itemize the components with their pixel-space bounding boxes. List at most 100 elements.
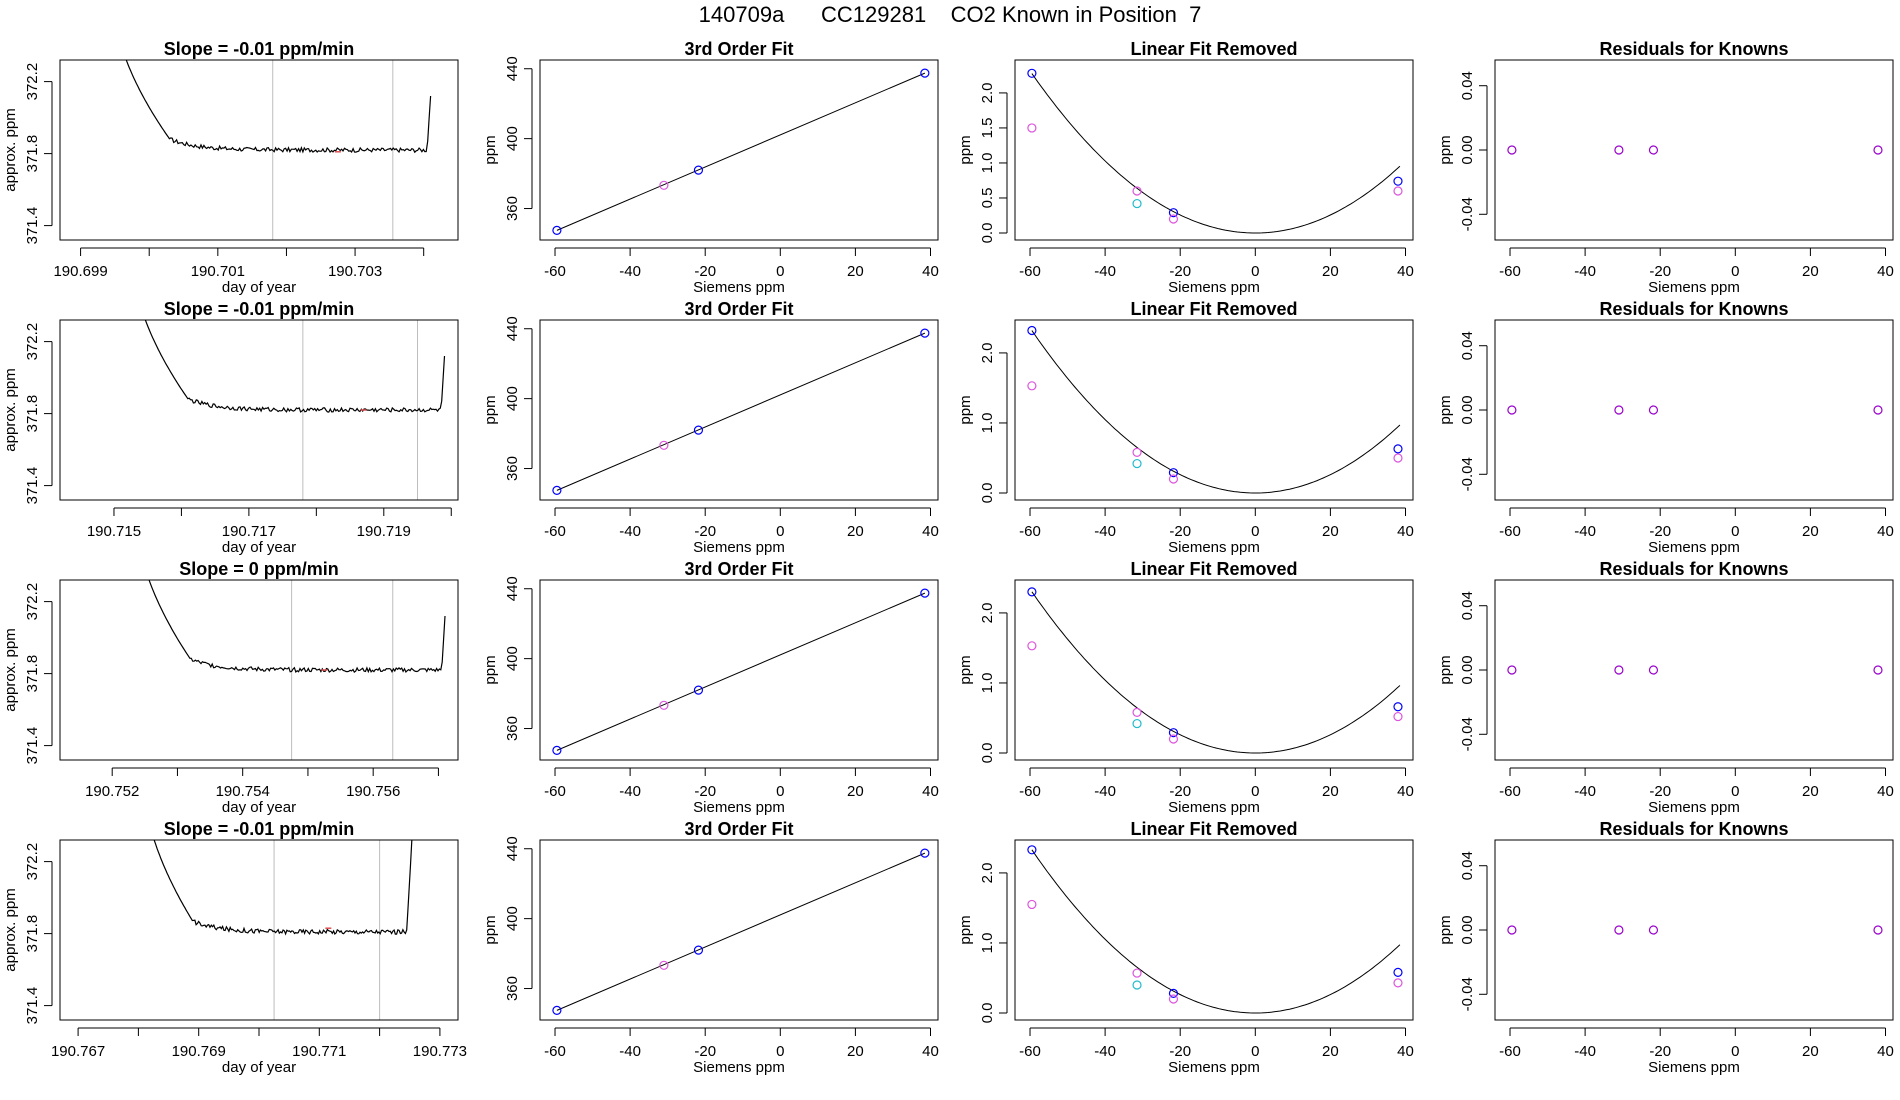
panel-title: Slope = -0.01 ppm/min: [164, 819, 355, 839]
data-point: [1132, 707, 1142, 717]
data-point: [1393, 444, 1403, 454]
x-tick-label: -60: [1019, 523, 1041, 540]
y-tick-label: 360: [504, 976, 521, 1001]
x-tick-label: 40: [1877, 523, 1894, 540]
x-tick-label: 40: [922, 523, 939, 540]
concentration-trace: [153, 840, 413, 936]
plot-area: [125, 60, 432, 240]
x-tick-label: 40: [922, 263, 939, 280]
y-tick-label: 440: [504, 836, 521, 861]
y-tick-label: 371.8: [24, 395, 41, 433]
panel-resid-row0: Residuals for Knowns -60 -40 -20 0 20 40 Siemen…: [1437, 39, 1894, 296]
x-axis-label: Siemens ppm: [693, 1059, 785, 1076]
x-tick-label: 20: [1802, 523, 1819, 540]
y-axis-label: approx. ppm: [2, 628, 19, 711]
panel-title: Slope = 0 ppm/min: [179, 559, 339, 579]
x-tick-label: -20: [694, 263, 716, 280]
data-point: [1027, 845, 1037, 855]
concentration-trace: [144, 320, 446, 413]
y-tick-label: 2.0: [979, 342, 996, 363]
plot-frame: [539, 839, 939, 1021]
x-tick-label: -20: [694, 783, 716, 800]
data-point: [1393, 702, 1403, 712]
x-tick-label: 40: [1397, 783, 1414, 800]
y-tick-label: 0.00: [1459, 135, 1476, 164]
y-tick-label: 0.04: [1459, 591, 1476, 620]
x-tick-label: -60: [1499, 783, 1521, 800]
panel-quad-row0: Linear Fit Removed -60 -40 -20 0 20 40 Siemens …: [957, 39, 1414, 296]
x-axis-label: Siemens ppm: [1168, 279, 1260, 296]
y-tick-label: 0.0: [979, 483, 996, 504]
x-axis-label: Siemens ppm: [1168, 799, 1260, 816]
x-tick-label: 20: [1322, 1043, 1339, 1060]
x-tick-label: 190.767: [51, 1043, 105, 1060]
panel-time-trace-row1: Slope = -0.01 ppm/min 190.715 190.717 190.7…: [2, 299, 459, 556]
x-tick-label: -20: [694, 1043, 716, 1060]
plot-area: [1507, 925, 1883, 935]
data-point: [1393, 711, 1403, 722]
y-tick-label: 0.00: [1459, 915, 1476, 944]
data-point: [1132, 980, 1142, 990]
y-tick-label: 0.04: [1459, 71, 1476, 100]
x-tick-label: 0: [1251, 523, 1259, 540]
x-tick-label: 190.773: [413, 1043, 467, 1060]
y-tick-label: 400: [504, 906, 521, 931]
y-axis-label: ppm: [1437, 135, 1454, 164]
x-tick-label: -40: [1094, 263, 1116, 280]
plot-frame: [539, 579, 939, 761]
x-tick-label: 20: [1322, 783, 1339, 800]
y-tick-label: 371.8: [24, 915, 41, 953]
panel-title: Residuals for Knowns: [1599, 39, 1788, 59]
x-tick-label: 0: [1251, 1043, 1259, 1060]
data-point: [1507, 405, 1517, 415]
x-tick-label: 190.703: [328, 263, 382, 280]
data-point: [1393, 967, 1403, 977]
x-tick-label: 0: [776, 523, 784, 540]
x-tick-label: 20: [1802, 783, 1819, 800]
concentration-trace: [125, 60, 432, 154]
panel-title: Slope = -0.01 ppm/min: [164, 299, 355, 319]
x-tick-label: -20: [1169, 783, 1191, 800]
y-tick-label: 2.0: [979, 862, 996, 883]
panel-resid-row2: Residuals for Knowns -60 -40 -20 0 20 40 Siemen…: [1437, 559, 1894, 816]
x-tick-label: 190.699: [53, 263, 107, 280]
data-point: [1507, 925, 1517, 935]
x-axis-label: day of year: [222, 539, 296, 556]
panel-title: 3rd Order Fit: [684, 819, 793, 839]
plot-frame: [1494, 59, 1894, 241]
y-tick-label: 2.0: [979, 602, 996, 623]
y-tick-label: 440: [504, 56, 521, 81]
x-tick-label: 20: [1322, 263, 1339, 280]
y-tick-label: 360: [504, 196, 521, 221]
x-tick-label: 0: [1251, 783, 1259, 800]
data-point: [1168, 468, 1179, 478]
data-point: [659, 960, 669, 970]
data-point: [659, 180, 669, 190]
x-tick-label: 0: [1731, 783, 1739, 800]
y-tick-label: 372.2: [24, 843, 41, 881]
x-axis-label: Siemens ppm: [1648, 799, 1740, 816]
y-tick-label: 0.0: [979, 223, 996, 244]
x-tick-label: 40: [1397, 523, 1414, 540]
data-point: [1168, 214, 1179, 224]
x-tick-label: 20: [847, 263, 864, 280]
data-point: [1393, 453, 1403, 463]
data-point: [1027, 68, 1037, 78]
y-tick-label: 371.4: [24, 987, 41, 1025]
x-tick-label: 190.771: [292, 1043, 346, 1060]
data-point: [552, 485, 562, 495]
x-tick-label: 20: [1802, 263, 1819, 280]
y-tick-label: 372.2: [24, 63, 41, 101]
x-tick-label: 20: [847, 523, 864, 540]
y-tick-label: 371.8: [24, 655, 41, 693]
y-tick-label: 0.04: [1459, 851, 1476, 880]
data-point: [1873, 925, 1883, 935]
x-axis-label: day of year: [222, 279, 296, 296]
x-tick-label: -20: [694, 523, 716, 540]
data-point: [1648, 145, 1659, 155]
y-tick-label: 0.00: [1459, 655, 1476, 684]
data-point: [1168, 988, 1179, 998]
data-point: [1168, 208, 1179, 218]
panel-title: Linear Fit Removed: [1130, 299, 1297, 319]
